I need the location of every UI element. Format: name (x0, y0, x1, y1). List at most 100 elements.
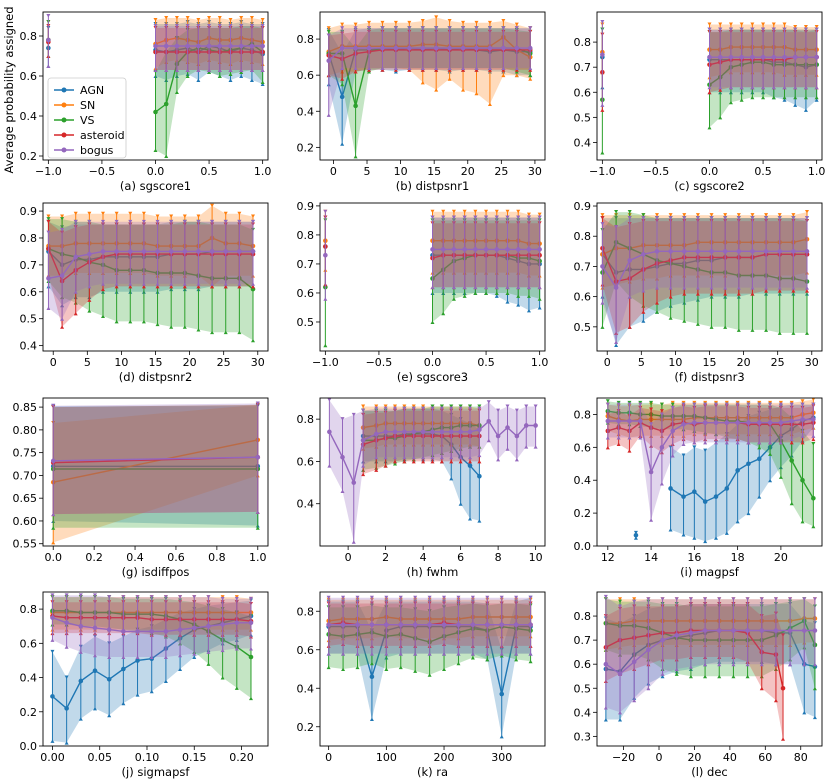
cap-upper-sn (402, 404, 407, 408)
x-tick-label: 18 (731, 551, 745, 564)
mean-point-bogus (600, 52, 605, 57)
mean-point-bogus (674, 633, 680, 638)
cap-lower-bogus (660, 672, 665, 676)
cap-lower-sn (420, 80, 425, 85)
mean-point-bogus (526, 247, 532, 252)
mean-point-bogus (228, 43, 233, 49)
mean-point-bogus (477, 427, 482, 433)
band-agn (328, 28, 531, 144)
cap-upper-bogus (811, 402, 816, 407)
cap-lower-sn (447, 77, 452, 81)
y-tick-label: 0.8 (574, 408, 592, 421)
cap-upper-sn (750, 22, 755, 27)
cap-lower-bogus (670, 454, 675, 458)
cap-lower-bogus (659, 482, 664, 486)
mean-point-bogus (789, 418, 795, 424)
cap-lower-asteroid (800, 440, 805, 445)
cap-upper-sn (709, 213, 714, 217)
cap-lower-bogus (361, 464, 366, 468)
mean-point-bogus (759, 628, 765, 633)
cap-lower-vs (668, 316, 673, 320)
y-tick-label: 0.4 (574, 136, 592, 149)
mean-point-vs (811, 496, 816, 501)
cap-lower-bogus (456, 652, 461, 656)
cap-lower-agn (516, 303, 521, 307)
cap-upper-vs (477, 404, 482, 408)
cap-upper-sn (411, 404, 416, 408)
cap-lower-vs (87, 309, 92, 313)
mean-point-bogus (514, 433, 520, 439)
x-tick-label: 0.8 (208, 551, 226, 564)
cap-lower-bogus (447, 66, 452, 70)
cap-upper-sn (101, 211, 105, 216)
cap-upper-bogus (800, 402, 805, 407)
y-tick-label: 0.9 (574, 200, 592, 213)
cap-upper-bogus (761, 27, 766, 32)
cap-upper-bogus (210, 219, 215, 224)
cap-upper-sn (434, 15, 439, 19)
mean-point-bogus (485, 622, 490, 628)
cap-lower-vs (484, 291, 489, 295)
cap-lower-bogus (649, 518, 654, 522)
mean-point-bogus (64, 620, 69, 626)
cap-upper-bogus (220, 596, 225, 601)
cap-lower-vs (210, 330, 215, 335)
band-vs (53, 404, 258, 528)
mean-point-bogus (237, 249, 242, 254)
band-sn (53, 404, 258, 543)
cap-lower-asteroid (449, 459, 454, 464)
cap-lower-bogus (759, 662, 764, 667)
cap-lower-agn (746, 511, 751, 516)
cap-lower-agn (393, 70, 398, 74)
cap-lower-bogus (803, 85, 808, 90)
cap-lower-bogus (514, 66, 519, 70)
mean-point-bogus (153, 43, 158, 49)
cap-upper-sn (695, 213, 700, 217)
y-tick-label: 0.4 (574, 706, 592, 719)
band-vs (607, 401, 814, 527)
cap-lower-bogus (514, 652, 519, 656)
cap-upper-bogus (73, 219, 78, 224)
cap-lower-asteroid (682, 292, 687, 296)
cap-upper-bogus (427, 595, 432, 600)
cap-lower-bogus (788, 662, 793, 667)
cap-lower-vs (805, 331, 809, 335)
cap-upper-bogus (421, 406, 426, 411)
mean-line-vs (605, 619, 816, 646)
cap-upper-bogus (411, 406, 416, 411)
cap-lower-bogus (632, 698, 637, 703)
cap-upper-sn (210, 203, 215, 208)
cap-lower-bogus (430, 285, 435, 290)
mean-point-bogus (439, 429, 445, 435)
cap-lower-vs (430, 320, 435, 324)
legend-marker-bogus (61, 147, 67, 153)
cap-upper-bogus (217, 24, 222, 28)
cap-lower-asteroid (421, 459, 426, 464)
cap-lower-vs (451, 297, 456, 301)
cap-lower-vs (169, 325, 174, 329)
x-tick-label: 8 (495, 551, 502, 564)
y-tick-label: 0.7 (297, 258, 315, 271)
cap-upper-bogus (494, 215, 499, 220)
cap-lower-vs (393, 462, 397, 466)
cap-upper-sn (367, 20, 372, 25)
cap-lower-bogus (384, 652, 389, 656)
cap-upper-agn (681, 453, 686, 458)
cap-lower-bogus (745, 662, 750, 667)
plot-area (600, 210, 810, 347)
y-tick-label: 0.8 (574, 230, 592, 243)
cap-lower-asteroid (114, 284, 119, 289)
cap-lower-asteroid (182, 284, 187, 289)
cap-lower-bogus (340, 66, 345, 70)
cap-lower-bogus (814, 85, 819, 90)
band-bogus (328, 28, 531, 115)
cap-upper-bogus (524, 404, 529, 408)
cap-upper-bogus (248, 596, 253, 601)
mean-point-bogus (692, 420, 697, 425)
cap-lower-bogus (750, 286, 755, 290)
cap-upper-bogus (782, 27, 787, 32)
cap-upper-bogus (707, 27, 712, 32)
mean-point-bogus (513, 622, 519, 628)
cap-upper-vs (605, 399, 610, 403)
cap-lower-bogus (692, 440, 697, 445)
